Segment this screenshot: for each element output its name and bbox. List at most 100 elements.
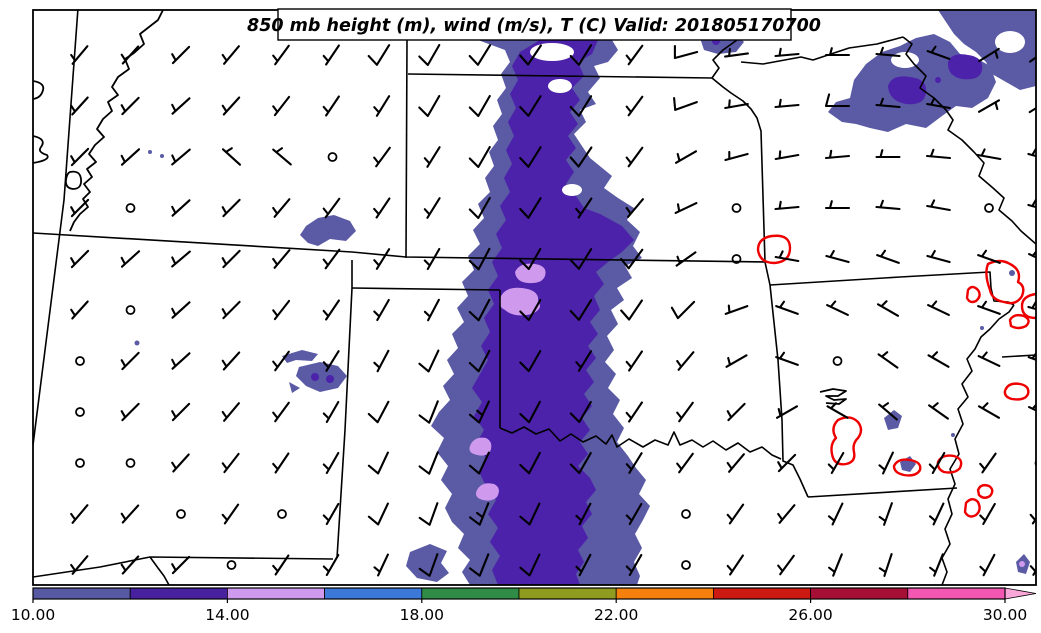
wind-barb (70, 555, 89, 575)
wind-barb (221, 402, 240, 422)
state-border (740, 36, 904, 65)
wind-barb (373, 553, 389, 577)
wind-barb (519, 451, 541, 475)
shade-region-14-16C (476, 483, 499, 501)
red-contours (756, 234, 1036, 518)
wind-barb (777, 554, 795, 576)
wind-barb (367, 451, 389, 475)
wind-barb (418, 553, 439, 577)
colorbar-band (421, 587, 520, 600)
colorbar-band (907, 587, 1006, 600)
wind-barb (322, 400, 340, 424)
colorbar-band (129, 587, 228, 600)
wind-barb (673, 44, 699, 60)
height-contour (819, 388, 847, 405)
wind-barb (272, 198, 291, 218)
state-border (33, 232, 766, 263)
wind-barb (824, 93, 851, 108)
shade-region-14-16C (469, 437, 492, 456)
wind-barb (70, 249, 90, 269)
wind-barb (519, 298, 542, 322)
wind-barb (221, 45, 240, 65)
temperature-contour-red (965, 285, 981, 304)
temperature-contour-red (1003, 382, 1030, 401)
colorbar-tick-label: 30.00 (983, 606, 1027, 624)
colorbar-band (518, 587, 617, 600)
wind-barb (977, 249, 1001, 264)
temperature-contour-red (892, 458, 922, 477)
wind-barb (569, 451, 592, 475)
wind-barb (418, 43, 441, 67)
wind-barb (670, 300, 696, 320)
wind-barb (322, 248, 341, 270)
wind-barb (575, 553, 592, 577)
wind-barb (625, 198, 644, 218)
shade-dot (980, 326, 984, 330)
wind-barb (979, 502, 996, 526)
wind-barb (120, 555, 140, 575)
title-box: 850 mb height (m), wind (m/s), T (C) Val… (247, 8, 821, 41)
wind-barb (875, 149, 901, 159)
wind-barb (373, 298, 390, 322)
wind-barb (322, 95, 340, 117)
calm-wind-circle (731, 254, 742, 264)
wind-barb (575, 350, 593, 372)
title-box-rect (277, 8, 792, 41)
wind-barb (775, 351, 799, 366)
wind-barb (322, 299, 340, 321)
wind-barb (569, 248, 593, 270)
wind-barb (519, 400, 541, 424)
wind-barb (322, 350, 340, 372)
wind-barb (777, 453, 797, 473)
wind-barb (774, 200, 800, 211)
wind-barb (221, 249, 241, 269)
wind-barb (1027, 198, 1036, 209)
wind-barb (774, 47, 800, 58)
wind-barb (373, 95, 391, 117)
wind-barb (825, 249, 850, 264)
wind-barb (927, 351, 950, 368)
wind-barb (221, 351, 241, 371)
wind-barb (120, 250, 141, 268)
temperature-contour-red (985, 259, 1025, 305)
wind-barb (625, 44, 644, 66)
shade-region-10-12C (938, 10, 1036, 90)
shade-hole (548, 79, 572, 93)
wind-barbs (70, 43, 1036, 577)
wind-barb (70, 504, 89, 524)
wind-barb (569, 299, 593, 321)
state-border (902, 36, 1036, 245)
wind-barb (272, 249, 291, 269)
calm-wind-circle (984, 203, 994, 213)
wind-barb (120, 96, 140, 116)
wind-barb (774, 98, 800, 109)
wind-barb (625, 502, 643, 526)
wind-barb (674, 202, 698, 214)
wind-barb (928, 502, 945, 526)
shade-hole (995, 31, 1025, 53)
wind-barb (367, 502, 389, 526)
wind-barb (774, 150, 800, 161)
colorbar-tick-label: 14.00 (205, 606, 249, 624)
colorbar-outline (32, 587, 1006, 600)
wind-barb (625, 350, 643, 372)
wind-barb (171, 199, 191, 217)
temperature-contour-red (1020, 292, 1036, 320)
wind-barb (979, 553, 996, 577)
shade-dot (935, 77, 941, 83)
wind-barb (418, 349, 440, 373)
wind-barb (468, 44, 492, 66)
wind-barb (70, 96, 89, 116)
wind-barb (322, 44, 340, 66)
wind-barb (171, 555, 191, 575)
calm-wind-circle (125, 305, 136, 315)
wind-barb (70, 45, 89, 65)
temperature-contour-red (1008, 313, 1030, 330)
shade-region-14-16C (515, 263, 546, 284)
wind-barb (926, 249, 951, 264)
wind-barb (875, 199, 901, 211)
wind-barb (171, 301, 191, 319)
wind-barb (977, 300, 1001, 315)
wind-barb (120, 45, 140, 65)
